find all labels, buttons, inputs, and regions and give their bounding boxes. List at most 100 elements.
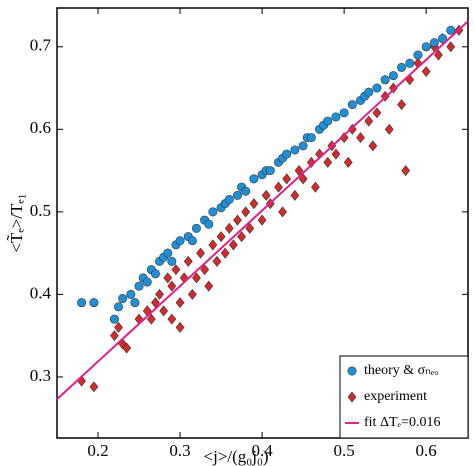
- point: [261, 189, 271, 201]
- point: [249, 174, 259, 184]
- point: [241, 186, 251, 196]
- point: [187, 236, 197, 246]
- point: [339, 108, 349, 118]
- point: [232, 190, 242, 200]
- point: [282, 149, 292, 159]
- point: [384, 123, 394, 135]
- point: [142, 277, 152, 287]
- point: [233, 214, 242, 226]
- x-tick-label: 0.6: [416, 441, 437, 460]
- point: [372, 83, 382, 93]
- point: [241, 206, 251, 218]
- point: [212, 255, 222, 267]
- point: [204, 219, 214, 229]
- point: [290, 189, 300, 201]
- point: [159, 305, 169, 317]
- point: [196, 247, 205, 259]
- point: [163, 272, 173, 284]
- point: [364, 87, 374, 97]
- legend-box: [339, 355, 469, 439]
- point: [278, 206, 287, 218]
- point: [130, 298, 140, 308]
- point: [306, 133, 316, 143]
- y-tick-label: 0.3: [30, 366, 51, 385]
- point: [282, 173, 292, 185]
- point: [331, 112, 341, 122]
- legend-label: fit ΔTₑ=0.016: [364, 415, 440, 430]
- point: [155, 288, 164, 300]
- point: [265, 166, 275, 176]
- point: [77, 298, 87, 308]
- point: [421, 42, 431, 52]
- point: [446, 41, 456, 53]
- x-tick-label: 0.3: [169, 441, 190, 460]
- point: [167, 256, 177, 266]
- point: [413, 50, 423, 60]
- point: [343, 156, 353, 168]
- x-tick-label: 0.5: [334, 441, 355, 460]
- point: [110, 330, 119, 342]
- point: [372, 107, 382, 119]
- point: [245, 222, 255, 234]
- legend: theory & σₙₑₒ experiment fit ΔTₑ=0.016: [339, 355, 469, 439]
- point: [438, 34, 448, 44]
- point: [421, 66, 431, 78]
- point: [434, 49, 443, 61]
- point: [224, 194, 234, 204]
- point: [89, 298, 99, 308]
- point: [183, 255, 193, 267]
- legend-marker: [347, 366, 357, 376]
- point: [114, 321, 123, 333]
- point: [401, 165, 411, 177]
- point: [204, 280, 214, 292]
- point: [257, 214, 267, 226]
- point: [89, 381, 99, 393]
- point: [228, 239, 238, 251]
- point: [446, 25, 456, 35]
- point: [118, 294, 128, 304]
- point: [146, 313, 156, 325]
- y-axis-label: <T̃ₑ>/Tₑ₁: [7, 193, 26, 252]
- point: [405, 58, 415, 68]
- point: [331, 148, 341, 160]
- point: [171, 264, 181, 276]
- point: [323, 156, 333, 168]
- point: [122, 342, 132, 354]
- point: [109, 314, 119, 324]
- point: [380, 75, 390, 85]
- y-tick-label: 0.4: [30, 283, 52, 302]
- legend-label: theory & σₙₑₒ: [364, 363, 438, 378]
- point: [216, 231, 226, 243]
- point: [306, 156, 316, 168]
- point: [397, 62, 407, 72]
- point: [175, 297, 185, 309]
- point: [339, 132, 349, 144]
- point: [364, 115, 374, 127]
- point: [126, 289, 136, 299]
- point: [192, 272, 201, 284]
- point: [388, 71, 398, 81]
- point: [191, 223, 201, 233]
- legend-marker: [347, 391, 357, 403]
- point: [274, 181, 283, 193]
- point: [208, 207, 218, 217]
- point: [368, 140, 378, 152]
- point: [114, 302, 124, 312]
- point: [311, 181, 320, 193]
- point: [150, 269, 160, 279]
- point: [187, 288, 197, 300]
- x-tick-label: 0.2: [87, 441, 108, 460]
- legend-label: experiment: [364, 389, 427, 404]
- point: [298, 141, 308, 151]
- point: [237, 231, 246, 243]
- y-tick-label: 0.5: [30, 201, 51, 220]
- y-tick-label: 0.6: [30, 118, 51, 137]
- point: [429, 38, 439, 48]
- point: [163, 248, 173, 258]
- point: [134, 281, 144, 291]
- point: [356, 132, 365, 144]
- point: [175, 236, 185, 246]
- point: [167, 313, 177, 325]
- point: [249, 198, 259, 210]
